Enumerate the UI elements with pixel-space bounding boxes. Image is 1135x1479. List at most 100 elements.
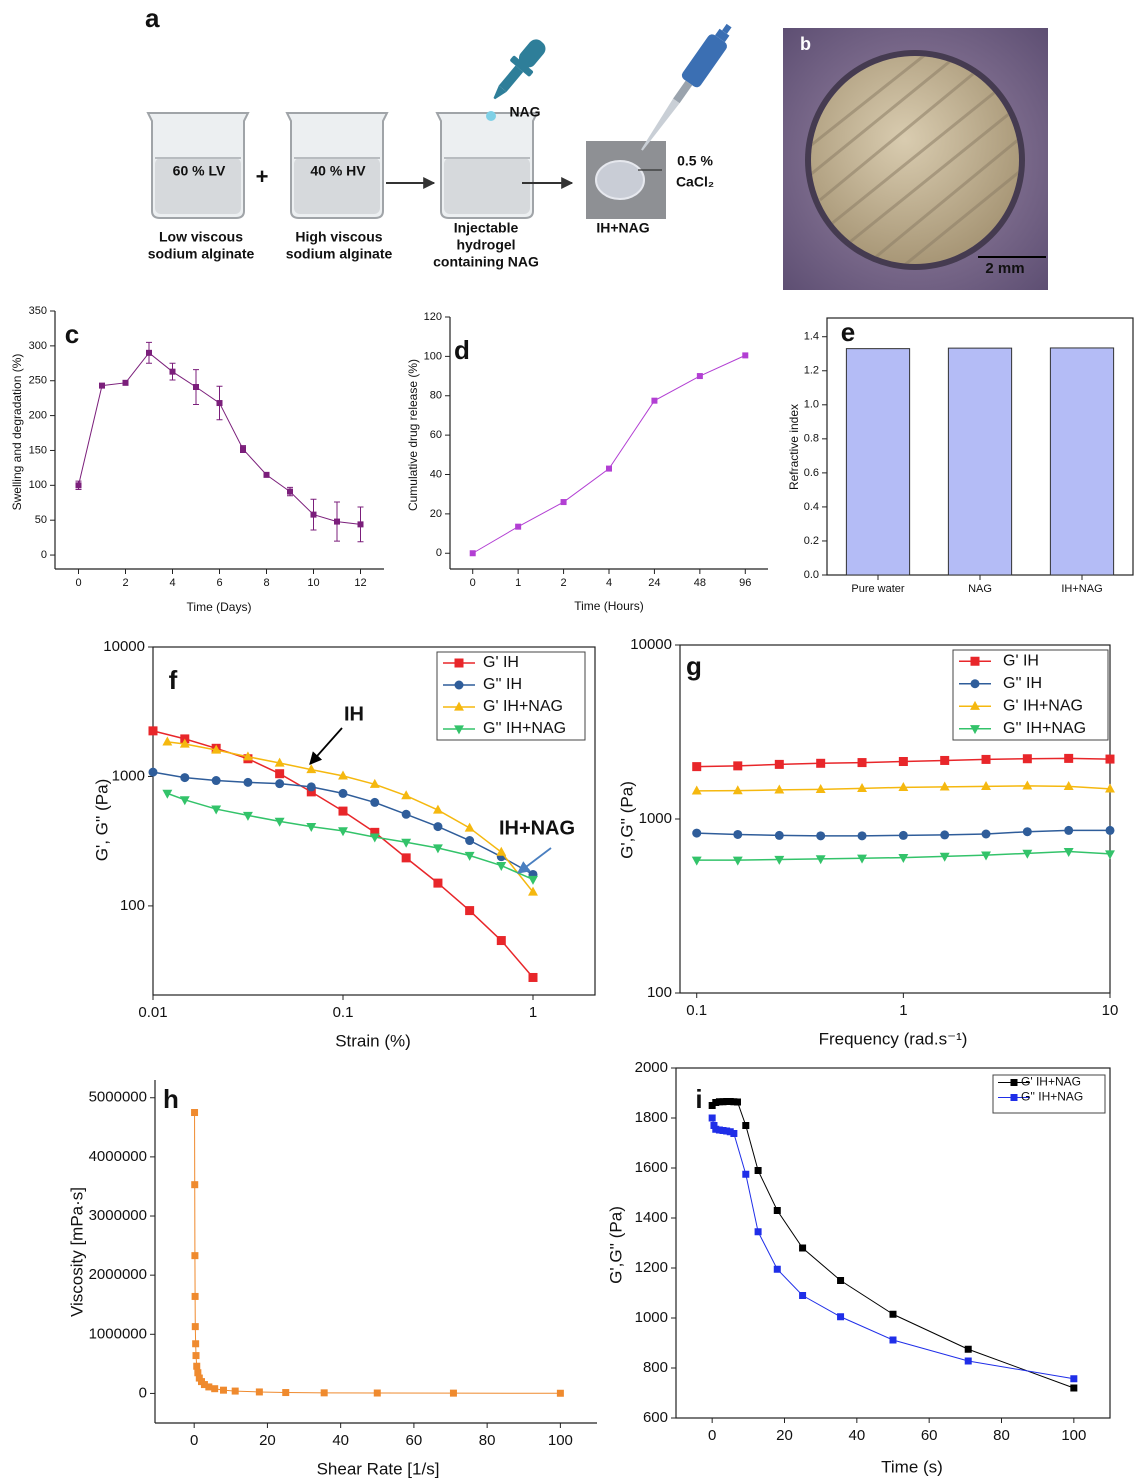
y-tick-label: 150	[29, 444, 47, 456]
marker	[964, 1345, 972, 1353]
y-axis-label: G',G'' (Pa)	[617, 781, 636, 859]
y-tick-label: 100	[647, 984, 672, 1001]
x-tick-label: 0	[190, 1432, 198, 1449]
y-tick-label: 1200	[635, 1259, 668, 1276]
marker	[1010, 1079, 1018, 1086]
y-tick-label: 1400	[635, 1209, 668, 1226]
y-tick-label: 0	[436, 547, 442, 559]
marker	[243, 777, 253, 787]
marker	[191, 1109, 199, 1117]
marker	[310, 511, 317, 518]
marker	[898, 757, 908, 767]
marker	[719, 1127, 727, 1134]
annotation-arrow	[516, 847, 552, 874]
marker	[774, 830, 784, 840]
y-tick-label: 4000000	[89, 1148, 147, 1165]
legend-label: G'' IH	[1003, 675, 1042, 692]
y-tick-label: 1.4	[804, 331, 819, 343]
x-tick-label: 96	[739, 577, 751, 589]
marker	[1105, 754, 1115, 764]
bar	[845, 348, 911, 576]
marker	[710, 1122, 718, 1129]
marker	[857, 831, 867, 841]
x-tick-label: 60	[921, 1427, 938, 1444]
scale-label: 2 mm	[985, 260, 1024, 277]
y-tick-label: 120	[424, 311, 442, 323]
x-tick-label: 0.1	[333, 1004, 354, 1021]
marker	[696, 373, 703, 380]
x-tick-label: 1	[529, 1004, 537, 1021]
marker	[774, 855, 785, 865]
y-tick-label: 10000	[630, 636, 672, 653]
marker	[287, 488, 293, 495]
marker	[370, 827, 380, 837]
marker	[1064, 753, 1074, 763]
marker	[369, 833, 380, 843]
beaker-label: 40 % HV	[310, 163, 366, 179]
legend-label: G' IH+NAG	[1021, 1075, 1081, 1089]
panel-label: i	[695, 1084, 702, 1114]
marker	[691, 856, 702, 866]
x-tick-label: 2	[561, 577, 567, 589]
marker	[715, 1126, 723, 1134]
marker	[357, 521, 364, 528]
marker	[730, 1098, 738, 1106]
plot-frame	[675, 1067, 1111, 1419]
marker	[799, 1292, 807, 1299]
marker	[742, 352, 749, 359]
marker	[200, 1381, 208, 1389]
marker	[148, 767, 158, 777]
marker	[651, 397, 658, 404]
x-tick-label: 20	[776, 1427, 793, 1444]
x-tick-label: 4	[169, 577, 175, 589]
marker	[712, 1125, 720, 1133]
y-tick-label: 350	[29, 305, 47, 317]
marker	[799, 1244, 807, 1252]
marker	[816, 831, 826, 841]
y-tick-label: 800	[643, 1359, 668, 1376]
crosslinker-label: 0.5 %	[677, 153, 713, 169]
x-tick-label: 80	[479, 1432, 496, 1449]
marker	[733, 1098, 741, 1106]
x-tick-label: 0	[75, 577, 81, 589]
marker	[857, 758, 867, 768]
beaker-label: 60 % LV	[173, 163, 226, 179]
marker	[432, 844, 443, 854]
drop	[486, 111, 496, 121]
y-tick-label: 3000000	[89, 1207, 147, 1224]
marker	[122, 379, 129, 386]
legend-label: G' IH	[483, 654, 519, 671]
marker	[1022, 754, 1032, 764]
marker	[401, 853, 411, 863]
marker	[216, 400, 223, 407]
marker	[191, 1323, 199, 1331]
marker	[692, 828, 702, 838]
marker	[606, 465, 612, 472]
product-label: IH+NAG	[596, 220, 649, 236]
x-tick-label: Pure water	[851, 583, 905, 595]
marker	[338, 806, 348, 816]
marker	[712, 1099, 720, 1106]
marker	[964, 1357, 972, 1365]
legend-label: G' IH	[1003, 652, 1039, 669]
bar	[1049, 347, 1115, 576]
annotation-arrow	[309, 727, 343, 765]
legend-label: G'' IH+NAG	[483, 720, 566, 737]
x-axis-label: Strain (%)	[335, 1031, 411, 1050]
y-tick-label: 2000	[635, 1059, 668, 1076]
marker	[162, 789, 173, 799]
marker	[338, 788, 348, 798]
legend-label: G'' IH+NAG	[1003, 720, 1086, 737]
marker	[433, 878, 443, 888]
marker	[560, 499, 567, 506]
annotation: IH+NAG	[499, 817, 575, 839]
marker	[1070, 1384, 1078, 1392]
series-line	[167, 792, 534, 881]
marker	[1070, 1375, 1078, 1383]
series-line	[167, 741, 534, 893]
marker	[1063, 847, 1074, 857]
marker	[528, 886, 538, 896]
panel-label: d	[454, 335, 470, 365]
marker	[898, 830, 908, 840]
marker	[715, 1098, 723, 1106]
